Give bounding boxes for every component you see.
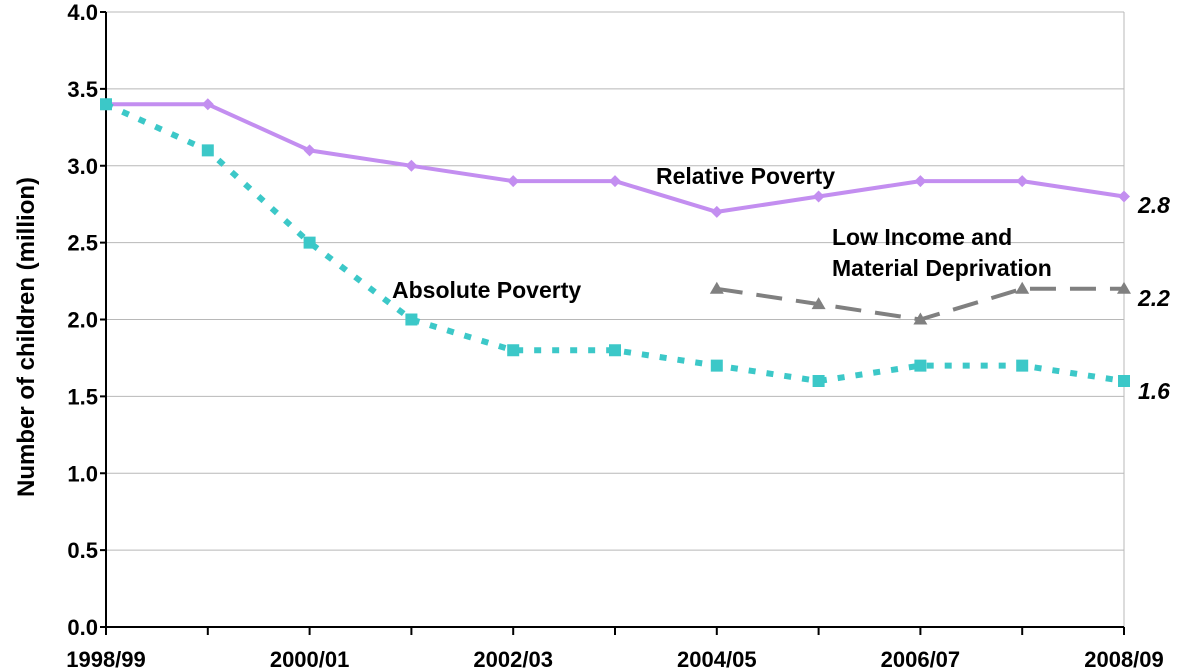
y-tick-label-2-5: 2.5 xyxy=(67,231,98,256)
y-tick-label-2-0: 2.0 xyxy=(67,308,98,333)
data-point-relative-poverty-2002-03 xyxy=(507,175,520,188)
x-tick-labels: 1998/99 2000/01 2002/03 2004/05 2006/07 2008/… xyxy=(66,647,1164,672)
data-point-relative-poverty-2003-04 xyxy=(609,175,621,188)
label-relative-poverty: Relative Poverty xyxy=(656,163,835,189)
data-point-absolute-poverty-2001-02 xyxy=(405,313,418,326)
y-tick-label-3-5: 3.5 xyxy=(67,77,98,102)
y-axis-label: Number of children (million) xyxy=(13,177,40,497)
data-point-relative-poverty-2004-05 xyxy=(710,205,723,218)
data-point-absolute-poverty-1999-00 xyxy=(201,144,214,157)
data-point-absolute-poverty-2008-09 xyxy=(1118,375,1130,387)
axes xyxy=(100,11,1125,635)
data-point-relative-poverty-2007-08 xyxy=(1016,175,1029,188)
series-labels: Relative Poverty Absolute Poverty Low In… xyxy=(392,163,1170,404)
end-label-absolute-poverty: 1.6 xyxy=(1138,378,1170,404)
data-point-absolute-poverty-1998-99 xyxy=(100,98,112,111)
data-point-low-income-and-material-deprivation-2004-05 xyxy=(709,281,724,294)
data-point-relative-poverty-2001-02 xyxy=(405,159,418,172)
data-point-absolute-poverty-2006-07 xyxy=(914,359,927,372)
data-point-absolute-poverty-2004-05 xyxy=(710,359,723,372)
label-absolute-poverty: Absolute Poverty xyxy=(392,277,581,303)
data-point-relative-poverty-2000-01 xyxy=(303,144,316,157)
x-tick-label-2000-01: 2000/01 xyxy=(270,647,350,672)
data-point-low-income-and-material-deprivation-2007-08 xyxy=(1015,281,1030,294)
x-tick-label-2008-09: 2008/09 xyxy=(1084,647,1164,672)
data-point-absolute-poverty-2003-04 xyxy=(609,344,621,357)
label-low-income-line1: Low Income and xyxy=(832,224,1012,250)
series-line-relative-poverty xyxy=(106,102,1125,214)
data-point-low-income-and-material-deprivation-2005-06 xyxy=(811,297,826,310)
series-group xyxy=(100,98,1131,387)
series-line-absolute-poverty xyxy=(104,101,1125,384)
data-point-low-income-and-material-deprivation-2006-07 xyxy=(913,312,928,325)
x-tick-label-1998-99: 1998/99 xyxy=(66,647,146,672)
data-point-relative-poverty-2008-09 xyxy=(1118,190,1130,203)
end-label-low-income: 2.2 xyxy=(1137,285,1170,311)
y-tick-label-3-0: 3.0 xyxy=(67,154,98,179)
data-point-low-income-and-material-deprivation-2008-09 xyxy=(1117,281,1131,294)
data-point-absolute-poverty-2005-06 xyxy=(812,375,825,387)
data-point-absolute-poverty-2007-08 xyxy=(1016,359,1029,372)
data-point-relative-poverty-2005-06 xyxy=(812,190,825,203)
end-label-relative-poverty: 2.8 xyxy=(1137,192,1170,218)
data-point-relative-poverty-1999-00 xyxy=(201,98,214,111)
x-tick-label-2002-03: 2002/03 xyxy=(473,647,553,672)
y-tick-label-1-0: 1.0 xyxy=(67,461,98,486)
x-tick-label-2004-05: 2004/05 xyxy=(677,647,757,672)
label-low-income-line2: Material Deprivation xyxy=(832,255,1052,281)
y-tick-label-1-5: 1.5 xyxy=(67,384,98,409)
data-point-absolute-poverty-2002-03 xyxy=(507,344,520,357)
series-absolute-poverty xyxy=(100,98,1130,387)
data-point-relative-poverty-2006-07 xyxy=(914,175,927,188)
y-tick-label-0-5: 0.5 xyxy=(67,538,98,563)
y-tick-label-0-0: 0.0 xyxy=(67,615,98,640)
y-tick-labels: 0.0 0.5 1.0 1.5 2.0 2.5 3.0 3.5 4.0 xyxy=(67,0,98,640)
grid-lines xyxy=(106,11,1125,627)
y-tick-label-4-0: 4.0 xyxy=(67,0,98,25)
x-tick-label-2006-07: 2006/07 xyxy=(881,647,961,672)
data-point-absolute-poverty-2000-01 xyxy=(303,236,316,249)
series-relative-poverty xyxy=(100,98,1130,218)
series-low-income-and-material-deprivation xyxy=(709,281,1131,325)
